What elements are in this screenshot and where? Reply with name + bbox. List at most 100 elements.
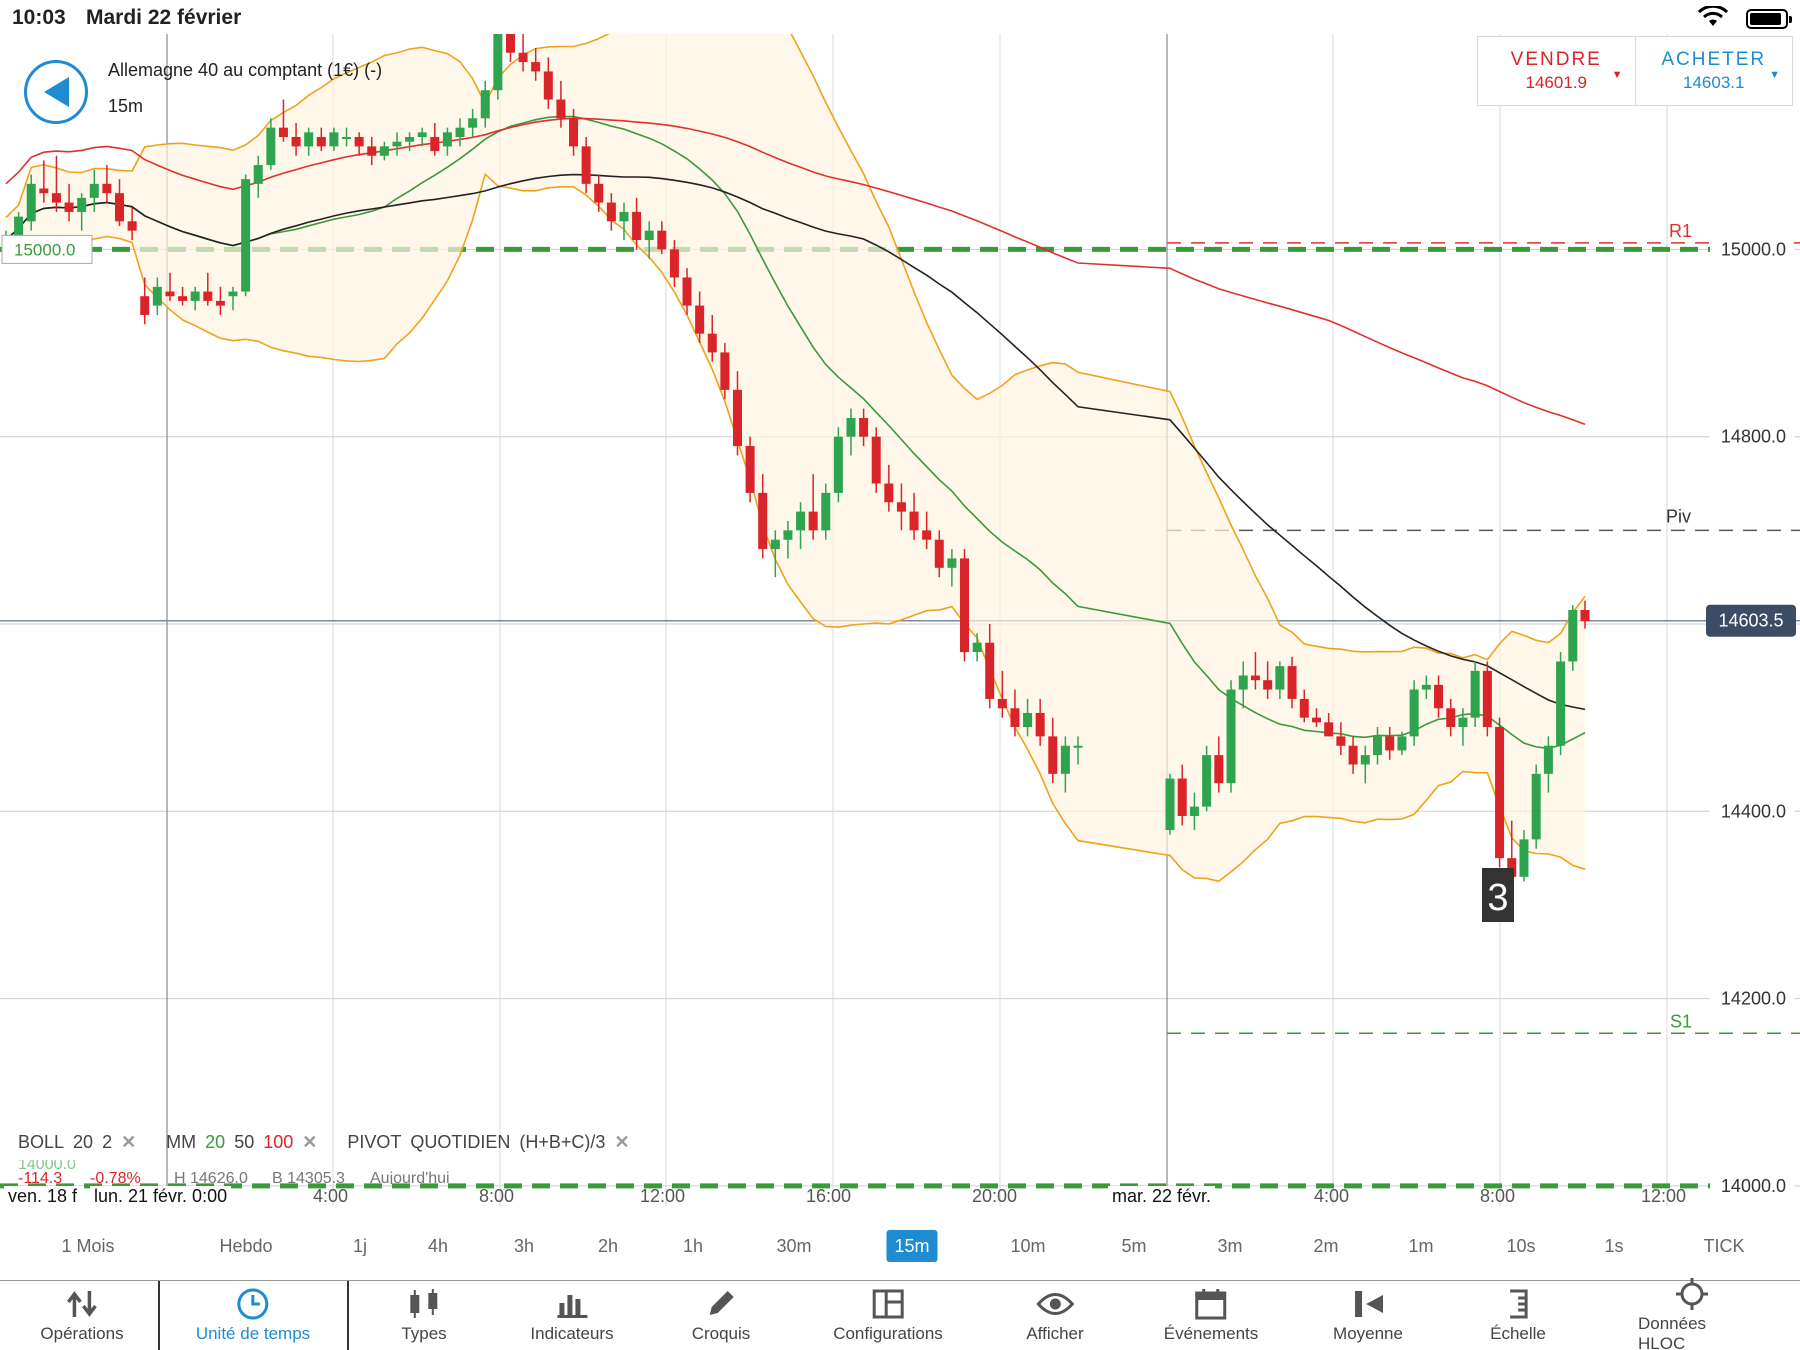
candle-body — [1421, 684, 1431, 690]
pivot-formula: (H+B+C)/3 — [519, 1132, 606, 1152]
candle-body — [1238, 675, 1248, 690]
pivot-type: QUOTIDIEN — [410, 1132, 511, 1152]
buy-button[interactable]: ACHETER 14603.1 ▼ — [1634, 37, 1793, 105]
toolbar-layout[interactable]: Configurations — [833, 1281, 943, 1350]
timeframe-15m[interactable]: 15m — [886, 1230, 938, 1262]
toolbar-label: Configurations — [833, 1324, 943, 1343]
back-arrow-icon — [44, 77, 69, 107]
timeframe-4h[interactable]: 4h — [427, 1236, 449, 1256]
toolbar-average[interactable]: Moyenne — [1333, 1281, 1403, 1350]
candle-body — [1360, 755, 1370, 765]
toolbar-scale[interactable]: Échelle — [1490, 1281, 1546, 1350]
candle-body — [632, 211, 642, 241]
candle-body — [1263, 680, 1273, 690]
legend-mm[interactable]: MM 20 50 100 ✕ — [166, 1132, 317, 1153]
candle-body — [833, 436, 843, 493]
candle-body — [808, 511, 818, 531]
price-tick-bg — [1710, 237, 1794, 262]
remove-boll-icon[interactable]: ✕ — [121, 1132, 137, 1152]
timeframe-1-mois[interactable]: 1 Mois — [61, 1236, 115, 1256]
price-axis: 15000.0 14800.0 14400.0 14200.0 14000.0 14603… — [1, 234, 1796, 1198]
candle-body — [896, 502, 906, 512]
timeframe-3h[interactable]: 3h — [513, 1236, 535, 1256]
toolbar-crosshair[interactable]: Données HLOC — [1638, 1278, 1746, 1350]
candle-body — [1519, 839, 1529, 877]
candle-body — [1035, 712, 1045, 737]
candle-body — [682, 277, 692, 306]
remove-pivot-icon[interactable]: ✕ — [614, 1132, 630, 1152]
candle-body — [127, 221, 137, 231]
trade-panel: VENDRE 14601.9 ▼ ACHETER 14603.1 ▼ — [1477, 36, 1793, 106]
remove-mm-icon[interactable]: ✕ — [302, 1132, 318, 1152]
time-tick: 8:00 — [479, 1186, 515, 1206]
candle-body — [203, 291, 213, 301]
candle-body — [1214, 755, 1224, 784]
candle-body — [1023, 712, 1033, 728]
back-button[interactable] — [24, 60, 88, 124]
toolbar-bar-chart[interactable]: Indicateurs — [530, 1281, 614, 1350]
sell-dropdown-icon[interactable]: ▼ — [1611, 69, 1623, 81]
timeframe-3m[interactable]: 3m — [1217, 1236, 1243, 1256]
timeframe-10s[interactable]: 10s — [1506, 1236, 1536, 1256]
candles — [1, 34, 1590, 887]
calendar-icon — [1194, 1288, 1228, 1320]
price-tick-bg — [1710, 424, 1794, 449]
candle-body — [770, 539, 780, 550]
candle-body — [278, 127, 288, 138]
candle-body — [531, 62, 541, 72]
toolbar-calendar[interactable]: Événements — [1164, 1281, 1258, 1350]
legend-pivot[interactable]: PIVOT QUOTIDIEN (H+B+C)/3 ✕ — [347, 1132, 629, 1153]
crosshair-icon — [1675, 1278, 1709, 1310]
candle-body — [1482, 670, 1492, 728]
buy-label: ACHETER — [1661, 49, 1767, 70]
candle-body — [1385, 736, 1395, 751]
battery-icon — [1746, 9, 1792, 29]
toolbar-candlestick[interactable]: Types — [401, 1281, 447, 1350]
candle-body — [178, 296, 188, 301]
toolbar-label: Croquis — [691, 1324, 751, 1343]
timeframe-1j[interactable]: 1j — [352, 1236, 368, 1256]
timeframe-5m[interactable]: 5m — [1121, 1236, 1147, 1256]
candle-body — [1531, 773, 1541, 840]
toolbar-eye[interactable]: Afficher — [1026, 1281, 1084, 1350]
bollinger-fill — [6, 34, 1585, 882]
candle-body — [405, 137, 415, 142]
sell-button[interactable]: VENDRE 14601.9 ▼ — [1478, 37, 1635, 105]
candle-body — [1507, 858, 1517, 877]
candle-body — [1373, 736, 1382, 756]
timeframe-1s[interactable]: 1s — [1604, 1236, 1624, 1256]
timeframe-1h[interactable]: 1h — [682, 1236, 704, 1256]
buy-dropdown-icon[interactable]: ▼ — [1769, 69, 1780, 81]
toolbar-transfer-arrows[interactable]: Opérations — [40, 1281, 124, 1350]
candle-body — [972, 642, 982, 653]
left-price-text: 15000.0 — [14, 240, 75, 259]
timeframe-10m[interactable]: 10m — [1010, 1236, 1046, 1256]
stats-ghost-price: 14000.0 — [18, 1160, 76, 1173]
pivot-name: PIVOT — [347, 1132, 402, 1152]
timeframe-1m[interactable]: 1m — [1408, 1236, 1434, 1256]
candle-body — [947, 558, 957, 568]
toolbar-clock[interactable]: Unité de temps — [196, 1281, 310, 1350]
candle-body — [115, 193, 125, 222]
toolbar-pencil[interactable]: Croquis — [691, 1281, 751, 1350]
candle-body — [342, 137, 352, 140]
stats-high: H 14626.0 — [174, 1170, 248, 1184]
timeframe-2m[interactable]: 2m — [1313, 1236, 1339, 1256]
timeframe-30m[interactable]: 30m — [776, 1236, 812, 1256]
candle-body — [569, 118, 579, 147]
price-chart[interactable]: R1 Piv S1 15000.0 14800.0 14400.0 14200.0 1400… — [0, 34, 1800, 1214]
candle-body — [1434, 684, 1444, 709]
pencil-icon — [704, 1288, 738, 1320]
candle-body — [480, 90, 490, 119]
candle-body — [392, 141, 402, 147]
candle-body — [468, 118, 478, 128]
legend-boll[interactable]: BOLL 20 2 ✕ — [18, 1132, 136, 1153]
candle-body — [1336, 736, 1346, 746]
toolbar-label: Données HLOC — [1638, 1314, 1707, 1350]
timeframe-2h[interactable]: 2h — [597, 1236, 619, 1256]
candle-body — [1177, 778, 1187, 816]
timeframe-tick[interactable]: TICK — [1703, 1236, 1745, 1256]
mm-period-20: 20 — [205, 1132, 226, 1152]
candle-body — [1311, 717, 1321, 723]
timeframe-hebdo[interactable]: Hebdo — [219, 1236, 273, 1256]
